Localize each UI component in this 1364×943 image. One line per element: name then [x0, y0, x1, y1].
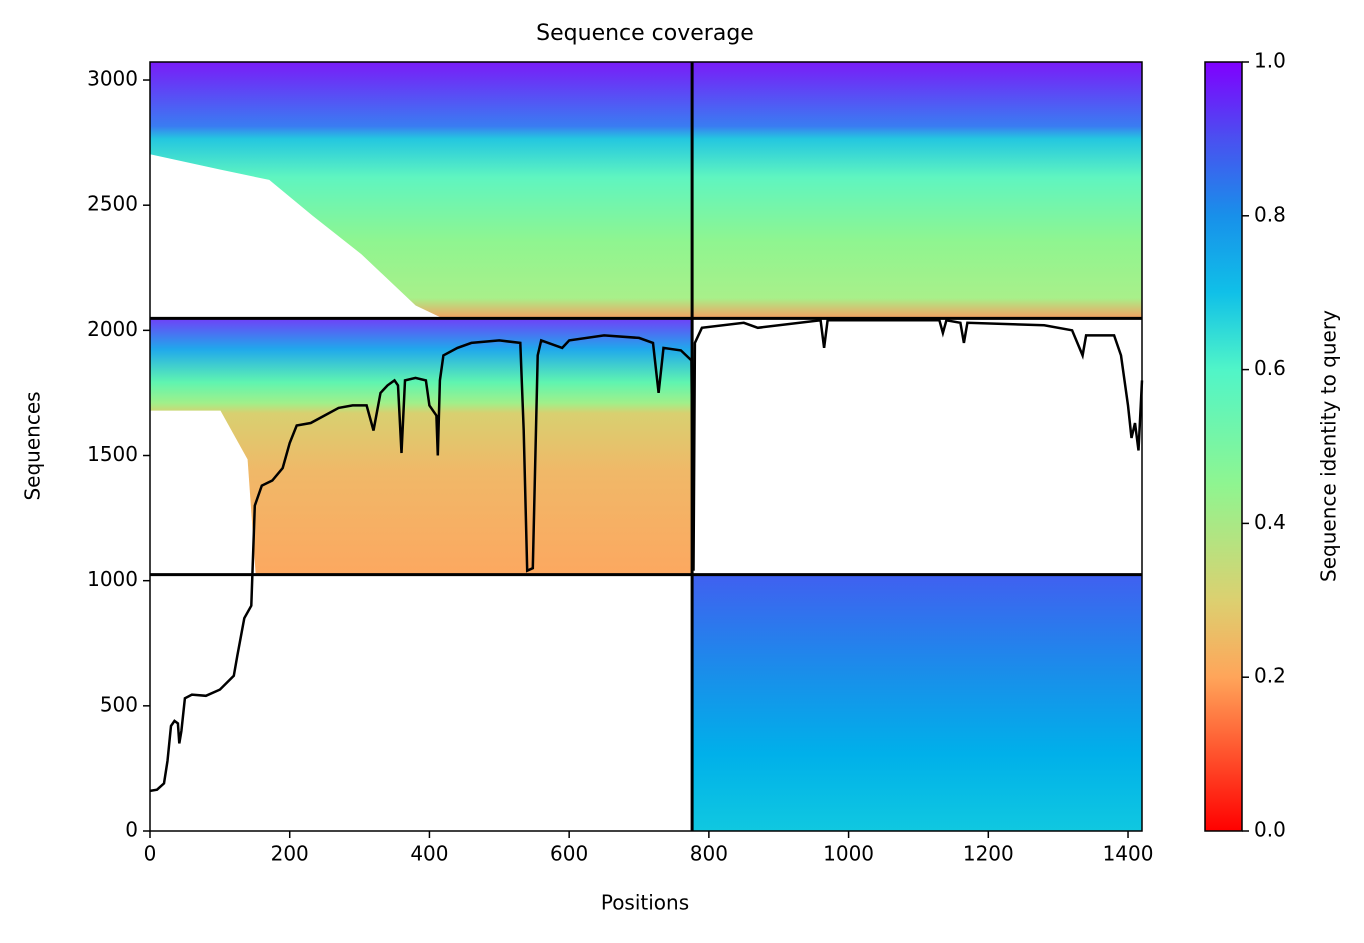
- y-tick-label: 3000: [87, 67, 138, 91]
- y-axis-label: Sequences: [21, 391, 45, 500]
- colorbar-tick-label: 0.4: [1254, 510, 1286, 534]
- chart-title: Sequence coverage: [536, 21, 754, 46]
- colorbar-tick-label: 1.0: [1254, 49, 1286, 73]
- axes-frame: [149, 61, 1143, 832]
- colorbar-label: Sequence identity to query: [1317, 310, 1341, 582]
- y-tick-label: 0: [125, 818, 138, 842]
- colorbar: [1204, 61, 1243, 832]
- colorbar-tick-label: 0.6: [1254, 356, 1286, 380]
- coverage-line: [149, 318, 1144, 793]
- y-tick-label: 500: [100, 692, 138, 716]
- colorbar-tick-label: 0.2: [1254, 664, 1286, 688]
- x-tick-label: 1000: [823, 842, 874, 866]
- y-tick-label: 1500: [87, 442, 138, 466]
- y-tick-label: 1000: [87, 567, 138, 591]
- colorbar-tick-label: 0.0: [1254, 818, 1286, 842]
- x-tick-label: 0: [144, 842, 157, 866]
- msa-block: [692, 62, 1142, 319]
- gap-area: [150, 410, 256, 575]
- y-tick-label: 2500: [87, 192, 138, 216]
- colorbar-tick-label: 0.8: [1254, 202, 1286, 226]
- msa-block: [692, 574, 1142, 831]
- x-tick-label: 400: [410, 842, 448, 866]
- x-axis-label: Positions: [601, 891, 689, 915]
- x-tick-label: 1200: [963, 842, 1014, 866]
- gap-area: [150, 154, 443, 319]
- x-tick-label: 600: [550, 842, 588, 866]
- x-tick-label: 1400: [1103, 842, 1154, 866]
- y-tick-label: 2000: [87, 317, 138, 341]
- plot-area: [149, 62, 1144, 831]
- x-tick-label: 200: [271, 842, 309, 866]
- x-tick-label: 800: [690, 842, 728, 866]
